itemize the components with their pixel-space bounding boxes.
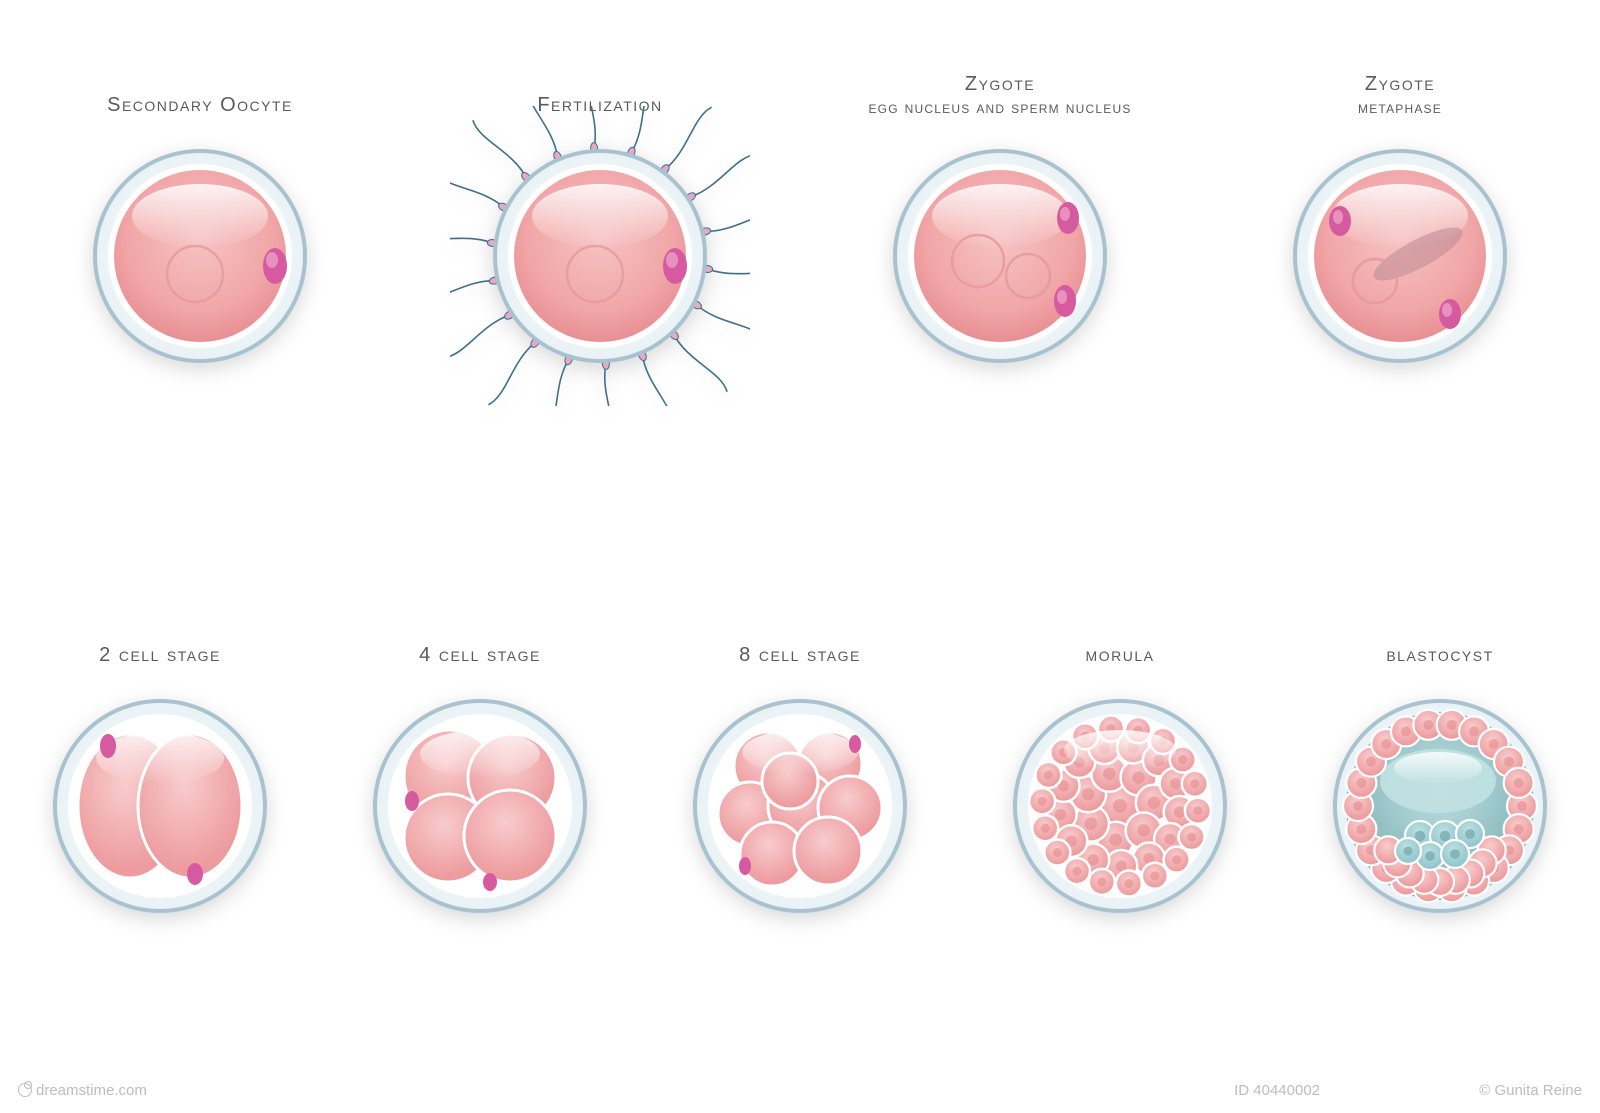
stage-8cell: 8 cell stage	[645, 610, 955, 916]
stage-fertilization: Fertilization	[445, 60, 755, 406]
label-blastocyst: blastocyst	[1386, 610, 1493, 668]
watermark-site-text: dreamstime.com	[36, 1082, 147, 1099]
label-metaphase-sub: metaphase	[1358, 97, 1442, 118]
label-zygote-main: Zygote	[868, 72, 1131, 97]
label-oocyte: Secondary Oocyte	[107, 60, 293, 118]
label-2cell: 2 cell stage	[99, 610, 221, 668]
label-metaphase-main: Zygote	[1358, 72, 1442, 97]
cell-zygote	[890, 146, 1110, 366]
cell-fertilization	[450, 106, 750, 406]
label-zygote-sub: egg nucleus and sperm nucleus	[868, 97, 1131, 118]
watermark-logo-icon	[18, 1083, 32, 1097]
stage-zygote: Zygote egg nucleus and sperm nucleus	[845, 60, 1155, 406]
cell-8cell	[690, 696, 910, 916]
label-morula: morula	[1086, 610, 1155, 668]
stage-oocyte: Secondary Oocyte	[45, 60, 355, 406]
label-zygote: Zygote egg nucleus and sperm nucleus	[868, 60, 1131, 118]
stage-2cell: 2 cell stage	[5, 610, 315, 916]
stage-4cell: 4 cell stage	[325, 610, 635, 916]
stage-morula: morula	[965, 610, 1275, 916]
watermark-id: ID 40440002	[1234, 1082, 1320, 1099]
stage-metaphase: Zygote metaphase	[1245, 60, 1555, 406]
stages-row-bottom: 2 cell stage 4 cell stage	[0, 610, 1600, 916]
stage-blastocyst: blastocyst	[1285, 610, 1595, 916]
cell-metaphase	[1290, 146, 1510, 366]
cell-oocyte	[90, 146, 310, 366]
stages-row-top: Secondary Oocyte Fertilization	[0, 60, 1600, 406]
cell-4cell	[370, 696, 590, 916]
cell-2cell	[50, 696, 270, 916]
cell-morula	[1010, 696, 1230, 916]
watermark-credit: © Gunita Reine	[1479, 1082, 1582, 1099]
label-4cell: 4 cell stage	[419, 610, 541, 668]
cell-blastocyst	[1330, 696, 1550, 916]
label-8cell: 8 cell stage	[739, 610, 861, 668]
label-metaphase: Zygote metaphase	[1358, 60, 1442, 118]
watermark-site-left: dreamstime.com	[18, 1082, 147, 1099]
